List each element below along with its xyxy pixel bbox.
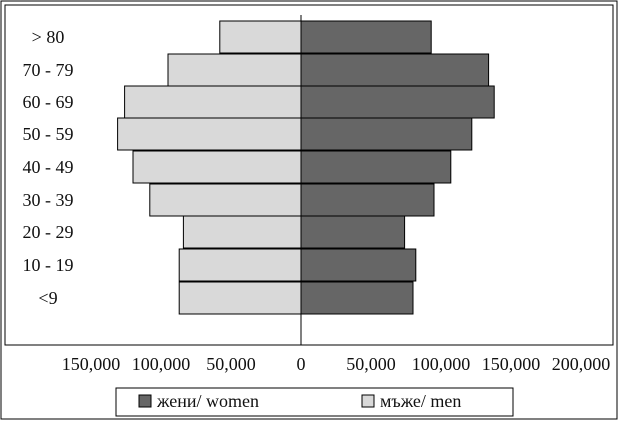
category-label-2: 20 - 29 — [23, 222, 74, 242]
bar-women-0 — [300, 281, 414, 315]
legend-swatch-0 — [138, 394, 152, 408]
category-label-7: 70 - 79 — [23, 60, 74, 80]
x-tick-label-4: 50,000 — [346, 354, 396, 374]
x-tick-label-7: 200,000 — [552, 354, 611, 374]
bar-women-2 — [300, 215, 406, 249]
bar-women-1 — [300, 248, 417, 282]
bar-women-8 — [300, 20, 432, 54]
x-tick-label-6: 150,000 — [482, 354, 541, 374]
category-label-3: 30 - 39 — [23, 190, 74, 210]
x-tick-label-1: 100,000 — [132, 354, 191, 374]
axis-layer: <9 10 - 19 20 - 29 30 - 39 40 - 49 50 - 59 60 … — [4, 4, 614, 374]
bar-women-5 — [300, 117, 473, 151]
bar-men-4 — [132, 150, 302, 184]
bar-men-0 — [178, 281, 302, 315]
x-tick-label-5: 100,000 — [412, 354, 471, 374]
bar-women-7 — [300, 53, 490, 87]
bar-men-1 — [178, 248, 302, 282]
bar-women-4 — [300, 150, 452, 184]
x-tick-label-0: 150,000 — [62, 354, 121, 374]
legend-swatch-1 — [361, 394, 375, 408]
legend: жени/ women мъже/ men — [115, 387, 514, 417]
category-label-8: > 80 — [32, 27, 65, 47]
category-label-6: 60 - 69 — [23, 92, 74, 112]
x-tick-label-3: 0 — [297, 354, 306, 374]
legend-label-0: жени/ women — [156, 391, 259, 411]
plot-area-border — [4, 4, 614, 346]
x-tick-label-2: 50,000 — [206, 354, 256, 374]
bar-men-8 — [219, 20, 302, 54]
legend-label-1: мъже/ men — [380, 391, 461, 411]
category-label-5: 50 - 59 — [23, 124, 74, 144]
category-label-1: 10 - 19 — [23, 255, 74, 275]
bar-men-5 — [117, 117, 302, 151]
bar-men-7 — [167, 53, 302, 87]
bar-men-6 — [124, 85, 302, 119]
bar-women-3 — [300, 183, 435, 217]
bar-women-6 — [300, 85, 495, 119]
legend-box — [115, 387, 514, 417]
bar-men-3 — [149, 183, 302, 217]
bar-men-2 — [182, 215, 302, 249]
category-label-4: 40 - 49 — [23, 157, 74, 177]
category-label-0: <9 — [38, 288, 57, 308]
bars-layer — [117, 20, 495, 315]
